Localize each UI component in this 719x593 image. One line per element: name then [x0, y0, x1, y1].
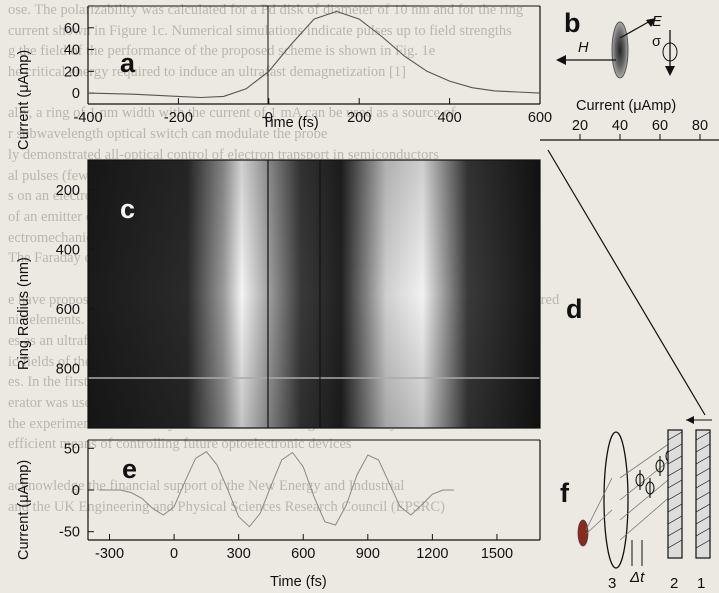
panel-e-y-tick-label: -50 — [59, 525, 80, 541]
panel-d-xlabel: Current (μAmp) — [576, 98, 676, 114]
emitter-disk-icon — [577, 519, 589, 547]
panel-e-y-tick-label: 0 — [72, 483, 80, 499]
panel-c-frame — [87, 159, 541, 429]
panel-e-x-tick-label: 0 — [170, 546, 178, 562]
background-text-line: and the UK Engineering and Physical Scie… — [8, 498, 445, 515]
panel-a-current-curve — [87, 10, 541, 99]
panel-e-y-ticks: 50 0 -50 — [59, 441, 94, 541]
panel-e-x-ticks: -300 0 300 600 900 1200 1500 — [95, 534, 513, 562]
element-1-label: 1 — [697, 575, 705, 592]
panel-f: f — [560, 416, 712, 592]
panel-a-x-tick-label: -200 — [164, 110, 193, 126]
panel-a-x-tick-label: 200 — [347, 110, 371, 126]
element-1-icon — [695, 429, 711, 559]
panel-e-x-tick-label: 600 — [291, 546, 315, 562]
panel-c-label: c — [120, 194, 135, 224]
background-text-line: ly demonstrated all-optical control of e… — [8, 146, 439, 163]
h-arrow-head-icon — [556, 55, 566, 65]
panel-e-x-tick-label: 1200 — [416, 546, 448, 562]
panel-c-y-tick-label: 600 — [56, 302, 80, 318]
panel-a-y-tick-label: 40 — [64, 43, 80, 59]
panel-c-y-ticks: 200 400 600 800 — [56, 183, 94, 377]
incoming-arrow-icon — [686, 416, 694, 424]
polarization-circle-icon — [662, 42, 678, 62]
e-arrow-head-icon — [646, 18, 656, 27]
panel-d-x-tick-label: 20 — [572, 118, 588, 134]
panel-a-label: a — [120, 48, 136, 78]
delta-t-label: Δt — [629, 569, 645, 586]
element-2-icon — [667, 429, 683, 559]
panel-a-x-tick-label: 400 — [437, 110, 461, 126]
beam-line-2 — [585, 509, 613, 535]
h-field-label: H — [578, 40, 589, 56]
element-2-hatch — [667, 431, 683, 549]
e-field-label: E — [652, 14, 662, 30]
ring-disk-icon — [611, 21, 629, 79]
panel-a-xlabel: Time (fs) — [262, 115, 319, 131]
panel-d-x-ticks: 20 40 60 80 — [572, 118, 708, 140]
panel-e-x-tick-label: -300 — [95, 546, 124, 562]
panel-d: 20 40 60 80 Current (μAmp) d — [540, 98, 719, 416]
panel-e-x-tick-label: 300 — [227, 546, 251, 562]
panel-a: a Time (fs) Current (μAmp) -400 -200 0 200 4… — [16, 5, 552, 150]
background-text-line: he critical energy required to induce an… — [8, 64, 406, 81]
panel-e-xlabel: Time (fs) — [270, 574, 327, 590]
panel-c-shading — [88, 160, 540, 428]
element-1-hatch — [695, 431, 711, 549]
background-text-line: g the field of the performance of the pr… — [8, 43, 436, 60]
panel-b: b H E σ — [556, 8, 678, 79]
background-text-line: current shown in Figure 1c. Numerical si… — [8, 22, 512, 39]
panel-e-x-tick-label: 900 — [356, 546, 380, 562]
panel-f-label: f — [560, 478, 570, 508]
panel-e-label: e — [122, 454, 137, 484]
panel-c-y-tick-label: 200 — [56, 183, 80, 199]
e-field-arrow — [619, 19, 653, 39]
panel-a-x-tick-label: 0 — [265, 110, 273, 126]
panel-d-x-tick-label: 60 — [652, 118, 668, 134]
panel-a-ylabel: Current (μAmp) — [16, 50, 32, 150]
panel-a-x-ticks: -400 -200 0 200 400 600 — [73, 98, 552, 126]
sigma-arrow-head-icon — [665, 66, 675, 76]
panel-a-x-tick-label: 600 — [528, 110, 552, 126]
sigma-label: σ — [652, 34, 661, 50]
lens-icon — [603, 431, 629, 569]
panel-c: c Ring Radius (nm) 200 400 600 800 — [16, 159, 541, 429]
panel-e-ylabel: Current (μAmp) — [16, 460, 32, 560]
panel-d-label: d — [566, 294, 583, 324]
panel-d-curve — [547, 149, 706, 416]
panel-a-y-tick-label: 20 — [64, 64, 80, 80]
panel-d-x-tick-label: 80 — [692, 118, 708, 134]
panel-c-y-tick-label: 400 — [56, 242, 80, 258]
element-3-label: 3 — [608, 575, 616, 592]
panel-a-y-tick-label: 0 — [72, 86, 80, 102]
panel-a-x-tick-label: -400 — [73, 110, 102, 126]
panel-e-y-tick-label: 50 — [64, 441, 80, 457]
panel-e: e Time (fs) Current (μAmp) -300 0 300 600 90… — [16, 439, 541, 590]
panel-d-x-tick-label: 40 — [612, 118, 628, 134]
panel-a-y-tick-label: 60 — [64, 21, 80, 37]
panel-c-ylabel: Ring Radius (nm) — [16, 257, 32, 370]
beam-line-1 — [585, 477, 613, 531]
background-text-line: ally, a ring of 1 nm width with the curr… — [8, 105, 456, 122]
panel-e-x-tick-label: 1500 — [481, 546, 513, 562]
panel-e-current-curve — [98, 451, 454, 528]
panel-a-y-ticks: 60 40 20 0 — [64, 21, 94, 102]
panel-b-label: b — [564, 8, 581, 38]
element-2-label: 2 — [670, 575, 678, 592]
panel-c-y-tick-label: 800 — [56, 361, 80, 377]
background-text-line: r subwavelength optical switch can modul… — [8, 126, 328, 143]
